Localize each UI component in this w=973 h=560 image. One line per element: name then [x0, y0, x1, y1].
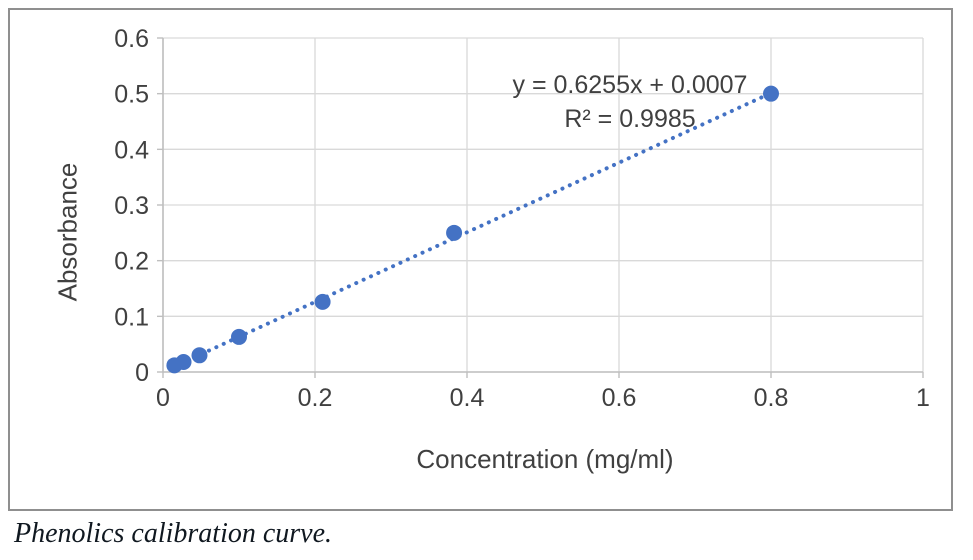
data-point: [231, 328, 247, 345]
x-tick-label: 0.4: [450, 384, 485, 412]
trendline-equation: y = 0.6255x + 0.0007 R² = 0.9985: [430, 68, 830, 136]
data-point: [314, 293, 331, 310]
trendline: [170, 87, 781, 370]
y-tick-label: 0.4: [114, 136, 149, 164]
trendline-equation-line1: y = 0.6255x + 0.0007: [512, 71, 748, 99]
data-point: [446, 224, 463, 241]
chart-panel: 0 0.2 0.4 0.6 0.8 1 0 0.1 0.2 0.3 0.4 0.5 0.6 y = 0.…: [8, 8, 953, 511]
x-tick-label: 0: [156, 384, 170, 412]
y-tick-label: 0.3: [114, 192, 149, 220]
data-point: [191, 347, 208, 364]
y-tick-label: 0.5: [114, 81, 149, 109]
y-tick-label: 0.1: [114, 303, 149, 331]
data-point: [175, 353, 192, 370]
x-tick-label: 1: [916, 384, 930, 412]
x-tick-label: 0.2: [298, 384, 333, 412]
figure-caption: Phenolics calibration curve.: [14, 518, 333, 549]
y-tick-label: 0.2: [114, 248, 149, 276]
y-axis-title: Absorbance: [52, 162, 83, 302]
y-tick-label: 0.6: [114, 25, 149, 53]
y-tick-label: 0: [135, 359, 149, 387]
scatter-chart: 0 0.2 0.4 0.6 0.8 1 0 0.1 0.2 0.3 0.4 0.5 0.6: [114, 25, 930, 412]
trendline-r-squared: R² = 0.9985: [564, 105, 696, 133]
data-point: [763, 85, 779, 102]
x-axis-title: Concentration (mg/ml): [416, 444, 674, 474]
x-tick-label: 0.8: [754, 384, 789, 412]
x-tick-label: 0.6: [602, 384, 637, 412]
